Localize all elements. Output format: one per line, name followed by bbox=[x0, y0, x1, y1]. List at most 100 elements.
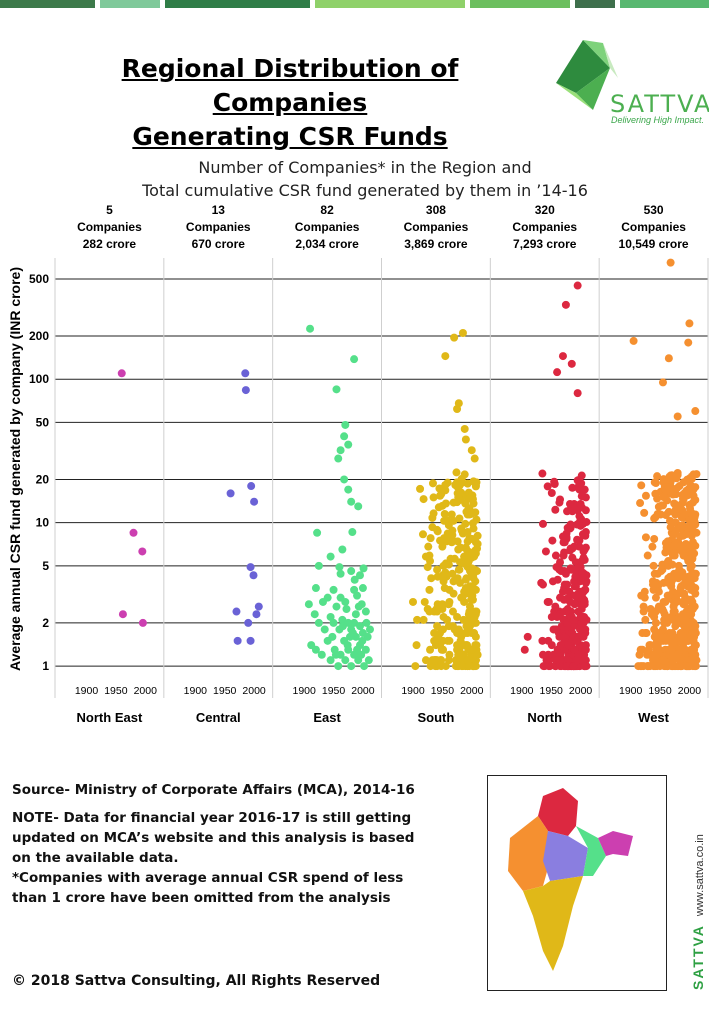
data-point bbox=[681, 662, 690, 671]
data-point bbox=[434, 632, 443, 641]
data-point bbox=[347, 662, 356, 671]
data-point bbox=[666, 258, 675, 267]
data-point bbox=[338, 545, 347, 554]
data-point bbox=[691, 622, 700, 631]
data-point bbox=[576, 625, 585, 634]
data-point bbox=[669, 636, 678, 645]
data-point bbox=[676, 584, 685, 593]
data-point bbox=[342, 605, 351, 614]
data-point bbox=[645, 650, 654, 659]
map-northeast-region bbox=[598, 831, 633, 856]
data-point bbox=[649, 662, 658, 671]
data-point bbox=[450, 333, 459, 342]
panel-count-4: 320 bbox=[535, 203, 555, 217]
data-point bbox=[317, 650, 326, 659]
data-point bbox=[418, 530, 427, 539]
data-point bbox=[448, 531, 457, 540]
data-point bbox=[226, 489, 235, 498]
data-point bbox=[663, 537, 672, 546]
data-point bbox=[678, 597, 687, 606]
data-point bbox=[314, 561, 323, 570]
data-point bbox=[666, 523, 675, 532]
data-point bbox=[470, 629, 479, 638]
data-point bbox=[423, 605, 432, 614]
data-point bbox=[338, 622, 347, 631]
brand-name: SATTVA bbox=[610, 90, 709, 118]
region-label-2: East bbox=[313, 710, 341, 725]
data-point bbox=[640, 508, 649, 517]
data-point bbox=[433, 622, 442, 631]
data-point bbox=[439, 577, 448, 586]
data-point bbox=[365, 625, 374, 634]
data-point bbox=[361, 607, 370, 616]
data-point bbox=[361, 645, 370, 654]
data-point bbox=[458, 329, 467, 338]
data-point bbox=[472, 478, 481, 487]
data-point bbox=[465, 534, 474, 543]
data-point bbox=[656, 510, 665, 519]
title-line-1: Regional Distribution of Companies bbox=[121, 54, 459, 117]
data-point bbox=[688, 552, 697, 561]
data-point bbox=[465, 494, 474, 503]
data-point bbox=[671, 505, 680, 514]
y-tick-label: 5 bbox=[42, 559, 49, 573]
y-tick-label: 500 bbox=[29, 272, 49, 286]
panel-count-0: 5 bbox=[106, 203, 113, 217]
data-point bbox=[446, 554, 455, 563]
data-point bbox=[247, 482, 256, 491]
data-point bbox=[673, 412, 682, 421]
y-tick-label: 200 bbox=[29, 329, 49, 343]
data-point bbox=[329, 618, 338, 627]
data-point bbox=[438, 625, 447, 634]
data-point bbox=[661, 548, 670, 557]
data-point bbox=[320, 625, 329, 634]
x-tick-label: 1950 bbox=[540, 685, 564, 697]
data-point bbox=[668, 490, 677, 499]
data-point bbox=[523, 632, 532, 641]
panel-count-1: 13 bbox=[212, 203, 226, 217]
data-point bbox=[344, 485, 353, 494]
data-point bbox=[464, 656, 473, 665]
x-tick-label: 2000 bbox=[242, 685, 266, 697]
data-point bbox=[246, 563, 255, 572]
data-point bbox=[353, 645, 362, 654]
data-point bbox=[664, 507, 673, 516]
data-point bbox=[547, 488, 556, 497]
data-point bbox=[461, 575, 470, 584]
x-tick-label: 2000 bbox=[569, 685, 593, 697]
x-tick-label: 1900 bbox=[292, 685, 316, 697]
data-point bbox=[304, 600, 313, 609]
data-point bbox=[576, 499, 585, 508]
data-point bbox=[649, 561, 658, 570]
x-tick-label: 2000 bbox=[134, 685, 158, 697]
data-point bbox=[637, 481, 646, 490]
data-point bbox=[580, 595, 589, 604]
data-point bbox=[573, 535, 582, 544]
data-point bbox=[678, 494, 687, 503]
data-point bbox=[573, 520, 582, 529]
map-central-region bbox=[543, 831, 588, 881]
data-point bbox=[469, 524, 478, 533]
data-point bbox=[419, 615, 428, 624]
data-point bbox=[341, 420, 350, 429]
map-south-region bbox=[523, 876, 583, 971]
data-point bbox=[423, 563, 432, 572]
data-point bbox=[558, 532, 567, 541]
data-point bbox=[451, 481, 460, 490]
data-point bbox=[249, 571, 258, 580]
data-point bbox=[448, 607, 457, 616]
source-text: Source- Ministry of Corporate Affairs (M… bbox=[12, 782, 415, 798]
data-point bbox=[362, 618, 371, 627]
data-point bbox=[520, 645, 529, 654]
data-point bbox=[670, 541, 679, 550]
data-point bbox=[460, 470, 469, 479]
data-point bbox=[581, 506, 590, 515]
data-point bbox=[563, 507, 572, 516]
data-point bbox=[453, 612, 462, 621]
data-point bbox=[667, 575, 676, 584]
data-point bbox=[430, 607, 439, 616]
data-point bbox=[687, 561, 696, 570]
data-point bbox=[651, 593, 660, 602]
data-point bbox=[354, 502, 363, 511]
data-point bbox=[336, 569, 345, 578]
